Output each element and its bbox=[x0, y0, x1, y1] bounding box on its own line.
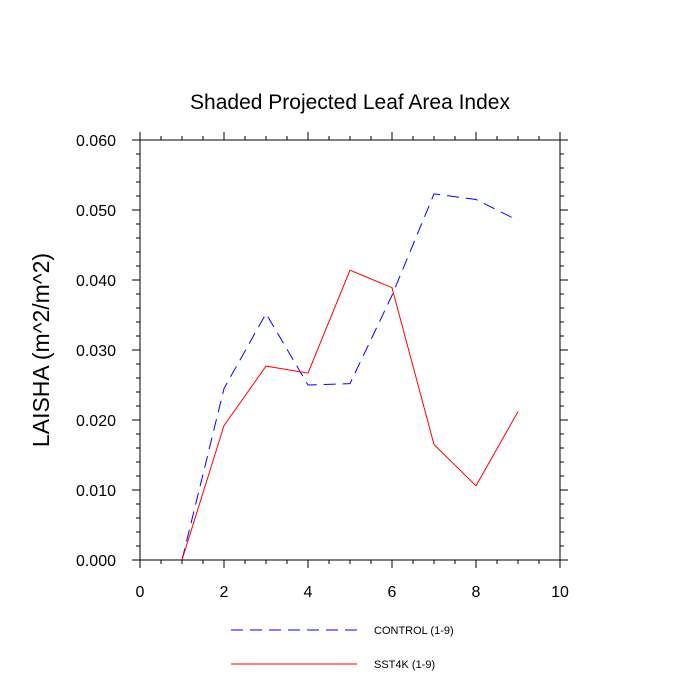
plot-frame bbox=[139, 139, 561, 561]
x-tick-label: 8 bbox=[472, 584, 481, 601]
y-tick-label: 0.060 bbox=[76, 133, 116, 150]
y-tick-labels: 0.000 0.010 0.020 0.030 0.040 0.050 0.060 bbox=[76, 133, 116, 570]
y-tick-label: 0.040 bbox=[76, 273, 116, 290]
y-axis-label: LAISHA (m^2/m^2) bbox=[28, 253, 54, 447]
series-line-sst4k bbox=[181, 269, 519, 561]
x-tick-label: 2 bbox=[220, 584, 229, 601]
y-tick-label: 0.020 bbox=[76, 413, 116, 430]
y-tick-label: 0.030 bbox=[76, 343, 116, 360]
legend-label: SST4K (1-9) bbox=[374, 659, 435, 671]
legend: CONTROL (1-9) SST4K (1-9) bbox=[231, 625, 454, 671]
series-layer bbox=[181, 193, 519, 561]
legend-label: CONTROL (1-9) bbox=[374, 625, 454, 637]
x-tick-labels: 0 2 4 6 8 10 bbox=[136, 584, 569, 601]
x-tick-label: 0 bbox=[136, 584, 145, 601]
y-tick-label: 0.000 bbox=[76, 553, 116, 570]
y-tick-label: 0.050 bbox=[76, 203, 116, 220]
x-tick-label: 10 bbox=[551, 584, 569, 601]
chart-title: Shaded Projected Leaf Area Index bbox=[190, 91, 510, 114]
axis-ticks bbox=[132, 132, 568, 568]
x-tick-label: 6 bbox=[388, 584, 397, 601]
series-line-control bbox=[181, 193, 519, 561]
y-tick-label: 0.010 bbox=[76, 483, 116, 500]
x-tick-label: 4 bbox=[304, 584, 313, 601]
